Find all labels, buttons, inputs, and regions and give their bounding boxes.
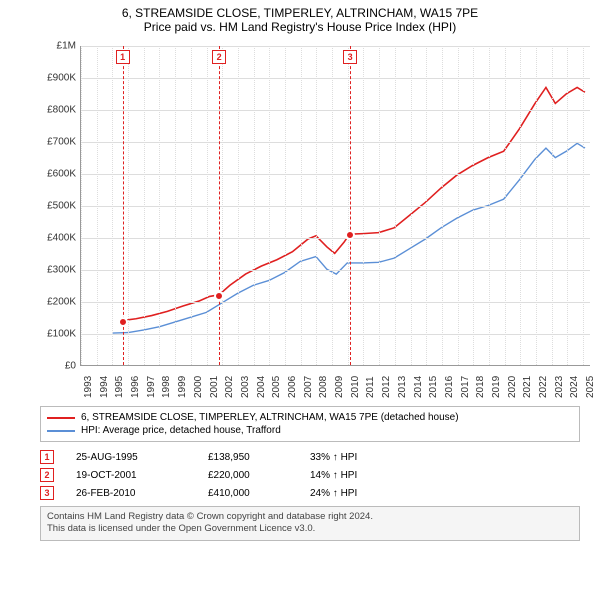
x-tick-label: 1995 <box>114 376 124 398</box>
x-tick-label: 2020 <box>507 376 517 398</box>
y-tick-label: £0 <box>26 361 76 372</box>
x-tick-label: 2014 <box>413 376 423 398</box>
y-tick-label: £100K <box>26 329 76 340</box>
title-subtitle: Price paid vs. HM Land Registry's House … <box>10 20 590 34</box>
sale-marker: 1 <box>40 450 54 464</box>
x-tick-label: 2017 <box>460 376 470 398</box>
x-tick-label: 2003 <box>240 376 250 398</box>
sales-list: 1 25-AUG-1995 £138,950 33% ↑ HPI 2 19-OC… <box>40 448 580 502</box>
y-tick-label: £300K <box>26 265 76 276</box>
x-tick-label: 2021 <box>522 376 532 398</box>
x-tick-label: 2018 <box>475 376 485 398</box>
x-tick-label: 2024 <box>569 376 579 398</box>
sale-row: 2 19-OCT-2001 £220,000 14% ↑ HPI <box>40 466 580 484</box>
x-tick-label: 2004 <box>256 376 266 398</box>
x-tick-label: 1997 <box>146 376 156 398</box>
sale-diff: 14% ↑ HPI <box>310 470 357 481</box>
event-dot <box>345 230 355 240</box>
legend-item-property: 6, STREAMSIDE CLOSE, TIMPERLEY, ALTRINCH… <box>47 411 573 424</box>
x-tick-label: 2007 <box>303 376 313 398</box>
x-tick-label: 2001 <box>209 376 219 398</box>
legend: 6, STREAMSIDE CLOSE, TIMPERLEY, ALTRINCH… <box>40 406 580 442</box>
x-tick-label: 1999 <box>177 376 187 398</box>
x-tick-label: 2016 <box>444 376 454 398</box>
x-tick-label: 2022 <box>538 376 548 398</box>
y-tick-label: £900K <box>26 73 76 84</box>
x-tick-label: 2000 <box>193 376 203 398</box>
y-tick-label: £700K <box>26 137 76 148</box>
sale-marker: 2 <box>40 468 54 482</box>
x-tick-label: 2025 <box>585 376 595 398</box>
sale-date: 26-FEB-2010 <box>76 488 186 499</box>
x-tick-label: 1996 <box>130 376 140 398</box>
chart-area: 123 £0£100K£200K£300K£400K£500K£600K£700… <box>40 36 600 406</box>
y-tick-label: £200K <box>26 297 76 308</box>
y-tick-label: £500K <box>26 201 76 212</box>
x-tick-label: 2006 <box>287 376 297 398</box>
x-tick-label: 2013 <box>397 376 407 398</box>
y-tick-label: £1M <box>26 41 76 52</box>
event-dot <box>214 291 224 301</box>
event-marker-box: 3 <box>343 50 357 64</box>
attribution-line1: Contains HM Land Registry data © Crown c… <box>47 511 573 523</box>
sale-row: 1 25-AUG-1995 £138,950 33% ↑ HPI <box>40 448 580 466</box>
y-tick-label: £600K <box>26 169 76 180</box>
x-tick-label: 2011 <box>365 376 375 398</box>
legend-item-hpi: HPI: Average price, detached house, Traf… <box>47 424 573 437</box>
chart-container: 6, STREAMSIDE CLOSE, TIMPERLEY, ALTRINCH… <box>0 0 600 590</box>
title-block: 6, STREAMSIDE CLOSE, TIMPERLEY, ALTRINCH… <box>0 0 600 36</box>
attribution-box: Contains HM Land Registry data © Crown c… <box>40 506 580 541</box>
sale-price: £138,950 <box>208 452 288 463</box>
x-tick-label: 2010 <box>350 376 360 398</box>
event-marker-box: 1 <box>116 50 130 64</box>
x-tick-label: 2023 <box>554 376 564 398</box>
event-dot <box>118 317 128 327</box>
y-tick-label: £800K <box>26 105 76 116</box>
x-tick-label: 1998 <box>161 376 171 398</box>
attribution-line2: This data is licensed under the Open Gov… <box>47 523 573 535</box>
plot-region: 1 2 3 <box>80 46 590 366</box>
sale-diff: 33% ↑ HPI <box>310 452 357 463</box>
x-tick-label: 2009 <box>334 376 344 398</box>
event-marker-box: 2 <box>212 50 226 64</box>
sale-price: £220,000 <box>208 470 288 481</box>
sale-row: 3 26-FEB-2010 £410,000 24% ↑ HPI <box>40 484 580 502</box>
x-tick-label: 2008 <box>318 376 328 398</box>
sale-marker: 3 <box>40 486 54 500</box>
sale-price: £410,000 <box>208 488 288 499</box>
x-tick-label: 2015 <box>428 376 438 398</box>
sale-date: 25-AUG-1995 <box>76 452 186 463</box>
event-line <box>350 46 351 365</box>
x-tick-label: 2002 <box>224 376 234 398</box>
event-line <box>219 46 220 365</box>
legend-swatch-property <box>47 417 75 419</box>
x-tick-label: 1993 <box>83 376 93 398</box>
legend-label-hpi: HPI: Average price, detached house, Traf… <box>81 425 281 436</box>
legend-swatch-hpi <box>47 430 75 432</box>
x-tick-label: 1994 <box>99 376 109 398</box>
sale-diff: 24% ↑ HPI <box>310 488 357 499</box>
x-tick-label: 2005 <box>271 376 281 398</box>
y-tick-label: £400K <box>26 233 76 244</box>
title-address: 6, STREAMSIDE CLOSE, TIMPERLEY, ALTRINCH… <box>10 6 590 20</box>
sale-date: 19-OCT-2001 <box>76 470 186 481</box>
x-tick-label: 2019 <box>491 376 501 398</box>
x-tick-label: 2012 <box>381 376 391 398</box>
legend-label-property: 6, STREAMSIDE CLOSE, TIMPERLEY, ALTRINCH… <box>81 412 459 423</box>
